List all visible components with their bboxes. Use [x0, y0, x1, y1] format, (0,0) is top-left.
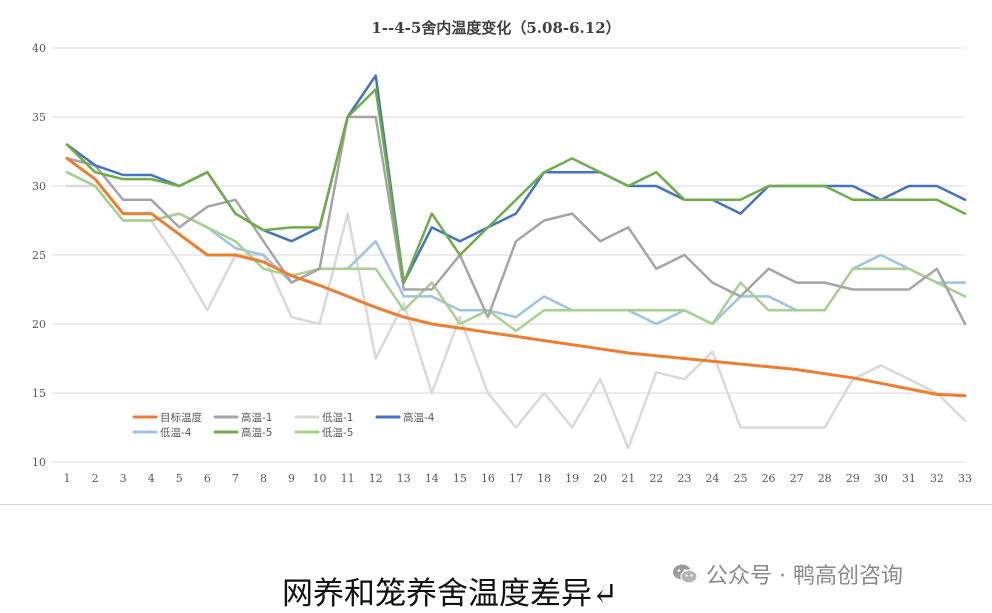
- legend-label: 高温-5: [241, 426, 272, 439]
- legend-label: 目标温度: [160, 411, 202, 424]
- watermark: 公众号 · 鸭高创咨询: [672, 558, 903, 590]
- legend-label: 低温-1: [322, 411, 353, 424]
- figure-caption: 网养和笼养舍温度差异↵: [282, 576, 618, 612]
- x-tick-label: 12: [369, 472, 383, 485]
- x-tick-label: 29: [846, 472, 860, 485]
- x-tick-label: 10: [313, 472, 327, 485]
- x-tick-label: 1: [64, 472, 71, 485]
- chart-title: 1--4-5舍内温度变化（5.08-6.12）: [371, 19, 620, 37]
- x-tick-label: 30: [874, 472, 888, 485]
- x-tick-label: 7: [232, 472, 239, 485]
- x-tick-label: 18: [537, 472, 551, 485]
- x-tick-label: 15: [453, 472, 467, 485]
- y-tick-label: 20: [32, 318, 46, 331]
- x-tick-label: 25: [734, 472, 748, 485]
- x-tick-label: 4: [148, 472, 155, 485]
- y-tick-label: 35: [32, 111, 46, 124]
- x-tick-label: 26: [762, 472, 776, 485]
- watermark-text: 公众号 · 鸭高创咨询: [706, 564, 903, 589]
- x-tick-label: 22: [649, 472, 663, 485]
- series-line-3: [65, 184, 967, 450]
- y-axis-ticks: 10 15 20 25 30 35 40: [32, 42, 46, 469]
- legend-label: 低温-5: [322, 426, 353, 439]
- x-tick-label: 17: [509, 472, 523, 485]
- gridlines: [52, 47, 965, 463]
- legend: 目标温度 高温-1 低温-1 高温-4 低温-4 高温-5 低温-5: [132, 411, 435, 439]
- legend-label: 低温-4: [160, 426, 192, 439]
- wechat-icon: [673, 564, 698, 584]
- x-tick-label: 3: [120, 472, 127, 485]
- x-tick-label: 2: [92, 472, 99, 485]
- x-tick-label: 6: [204, 472, 211, 485]
- x-tick-label: 13: [397, 472, 411, 485]
- x-tick-label: 27: [790, 472, 804, 485]
- x-tick-label: 33: [958, 472, 972, 485]
- x-tick-label: 21: [621, 472, 635, 485]
- x-tick-label: 20: [593, 472, 607, 485]
- legend-label: 高温-4: [403, 411, 435, 424]
- legend-label: 高温-1: [241, 411, 272, 424]
- x-tick-label: 9: [288, 472, 295, 485]
- x-tick-label: 23: [677, 472, 691, 485]
- y-tick-label: 15: [32, 387, 46, 400]
- x-tick-label: 16: [481, 472, 495, 485]
- x-tick-label: 31: [902, 472, 916, 485]
- series-line-1: [65, 156, 967, 398]
- series-line-7: [65, 170, 967, 333]
- x-tick-label: 8: [260, 472, 267, 485]
- y-tick-label: 25: [32, 249, 46, 262]
- y-tick-label: 30: [32, 180, 46, 193]
- series-line-2: [65, 115, 967, 326]
- series-line-6: [65, 88, 967, 284]
- series-lines: [65, 74, 967, 450]
- x-tick-label: 19: [565, 472, 579, 485]
- x-tick-label: 28: [818, 472, 832, 485]
- y-tick-label: 40: [32, 42, 46, 55]
- x-tick-label: 32: [930, 472, 944, 485]
- y-tick-label: 10: [32, 456, 46, 469]
- x-tick-label: 5: [176, 472, 183, 485]
- x-tick-label: 11: [341, 472, 355, 485]
- x-axis-ticks: 1 2 3 4 5 6 7 8 9 10 11 12 13 14 15 16 17 18 19 20 21 22 23 24 2…: [64, 472, 973, 485]
- x-tick-label: 24: [705, 472, 719, 485]
- chart-frame: 1--4-5舍内温度变化（5.08-6.12） 10 15 20 25 30 35 40 1…: [0, 19, 992, 505]
- x-tick-label: 14: [425, 472, 439, 485]
